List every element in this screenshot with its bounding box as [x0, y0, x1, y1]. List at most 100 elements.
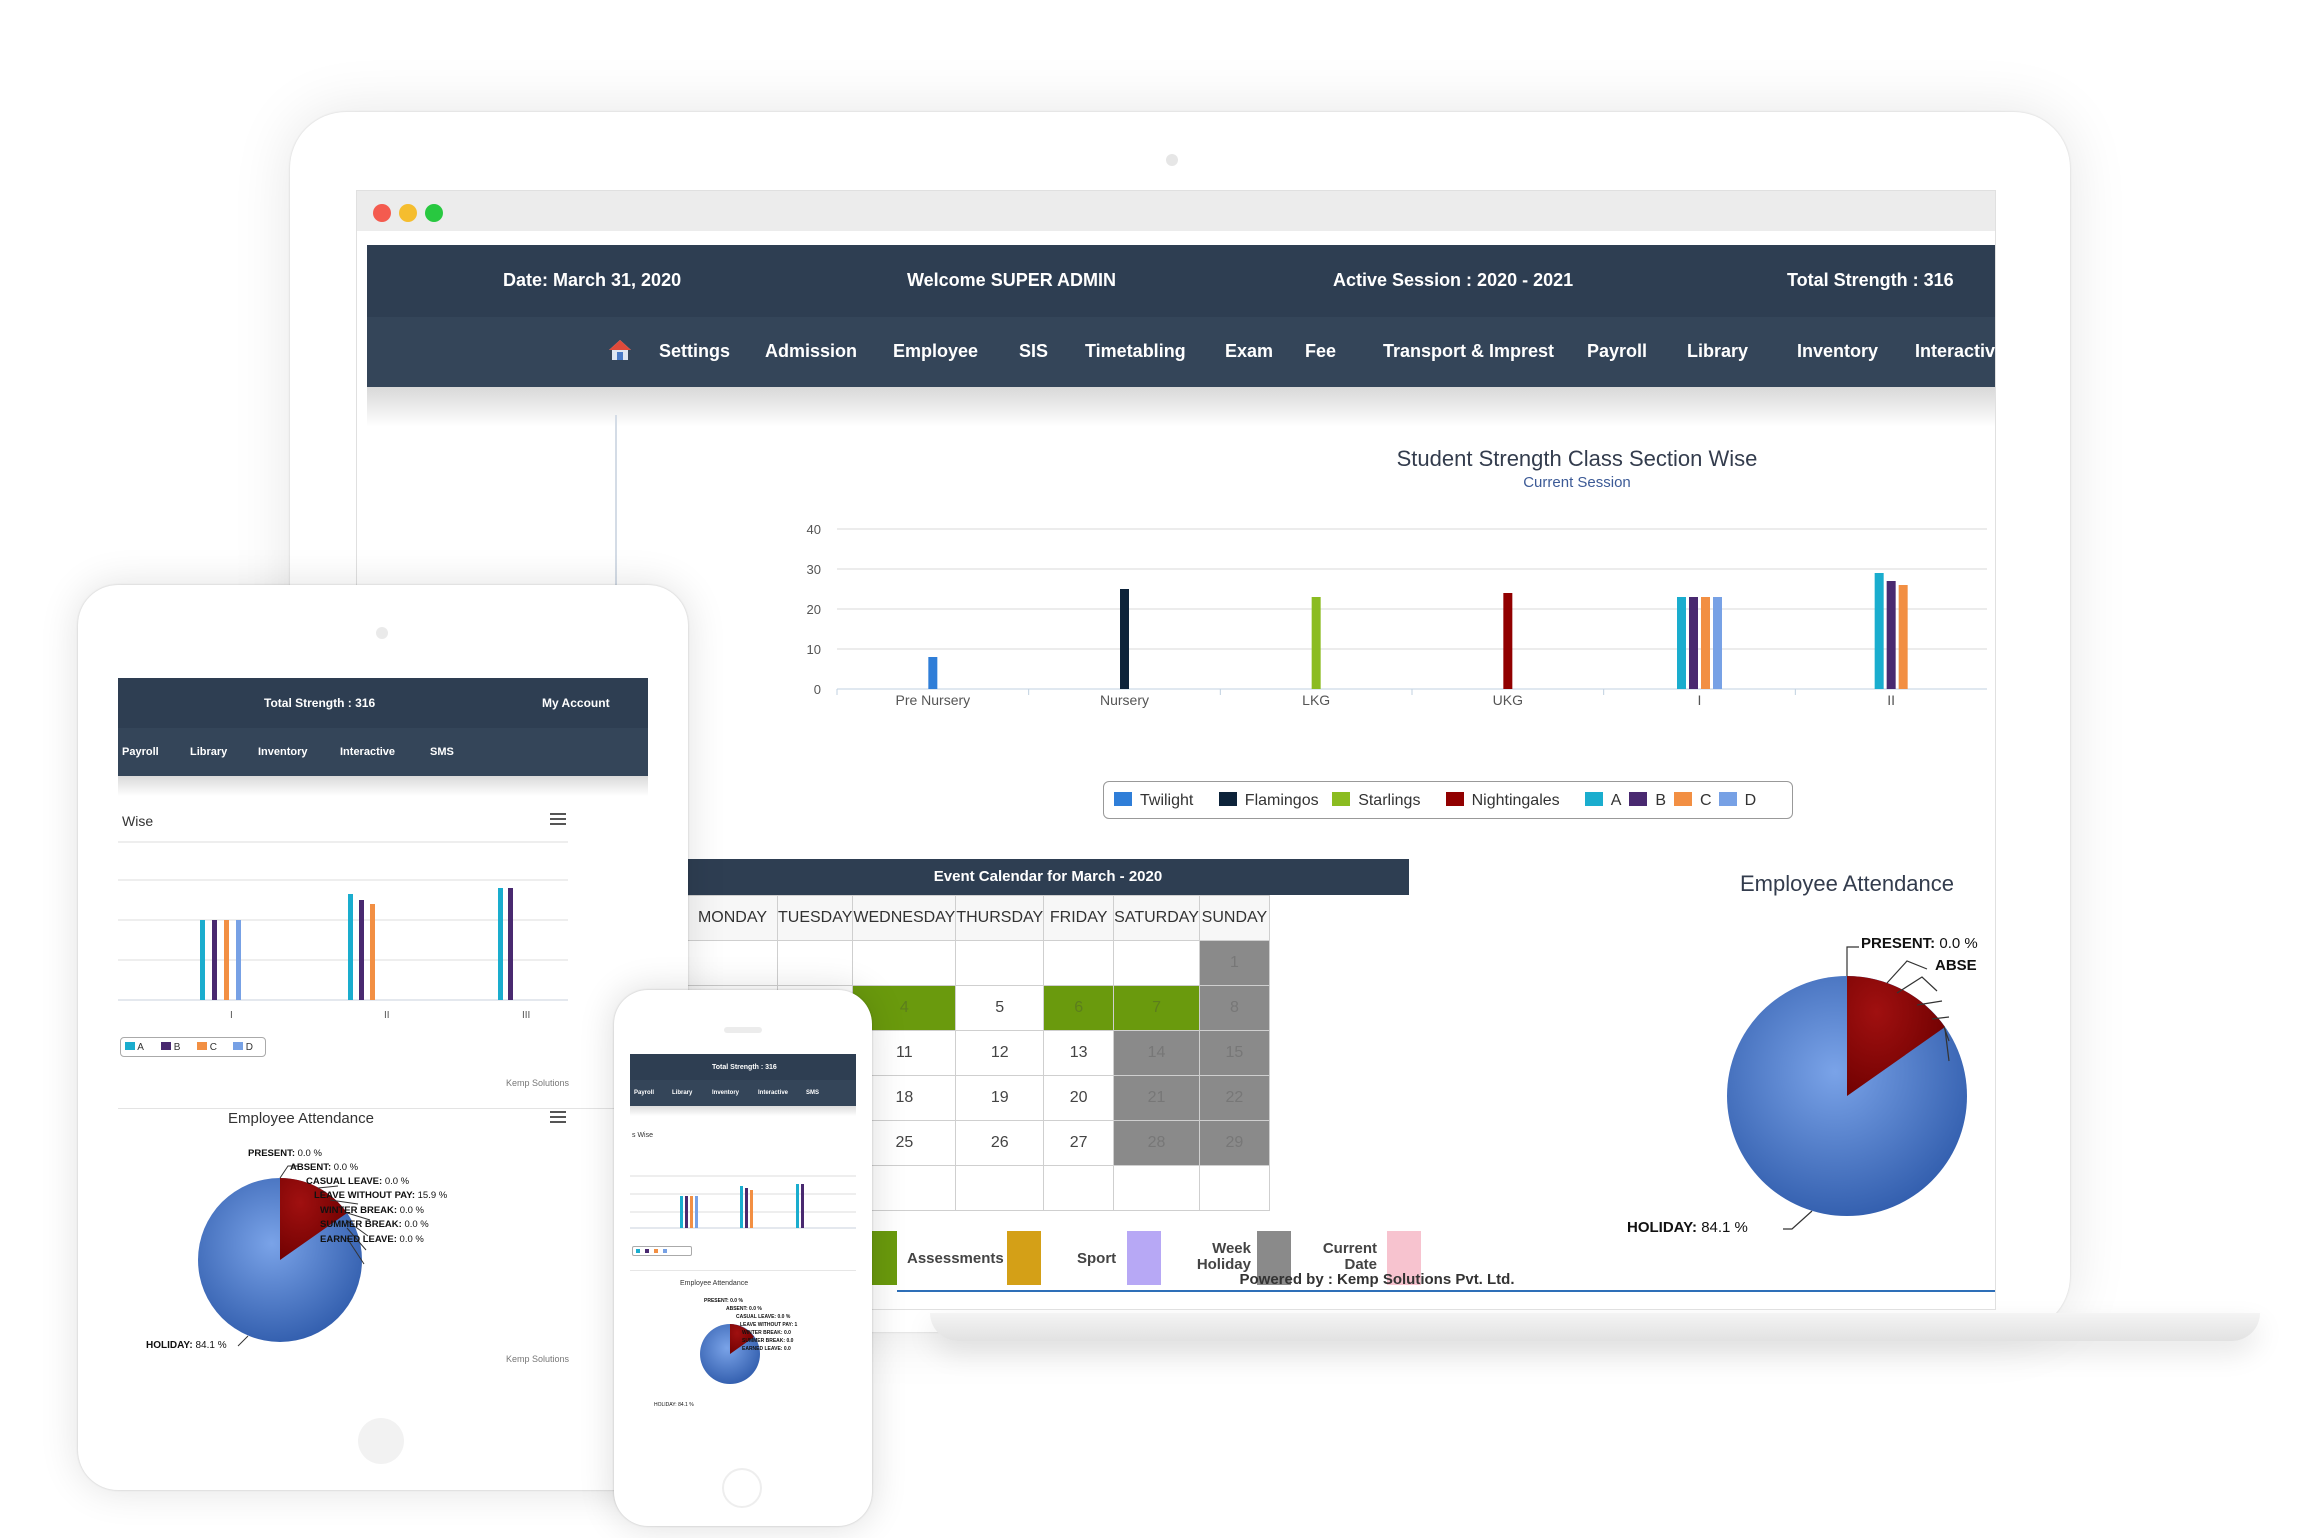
nav-transport[interactable]: Transport & Imprest: [1383, 341, 1555, 361]
phone-nav-payroll[interactable]: Payroll: [634, 1090, 655, 1096]
bar-b[interactable]: [1689, 597, 1698, 689]
legend-item-d[interactable]: D: [1718, 792, 1756, 810]
calendar-day-cell[interactable]: 12: [955, 1030, 1045, 1076]
bar-c[interactable]: [1898, 585, 1908, 689]
calendar-day-cell: [955, 940, 1045, 986]
tablet-chart-title: Wise: [122, 813, 154, 829]
tablet-x-label: II: [384, 1010, 390, 1021]
phone-screen: Total Strength : 316 Payroll Library Inv…: [630, 1054, 856, 1454]
nav-timetabling[interactable]: Timetabling: [1085, 341, 1186, 361]
phone-header: Total Strength : 316: [630, 1054, 856, 1080]
pie-connector-lines: [1783, 946, 1950, 1230]
calendar-day-cell[interactable]: 20: [1043, 1075, 1115, 1121]
header-session[interactable]: Active Session : 2020 - 2021: [1333, 270, 1574, 290]
phone-nav-inventory[interactable]: Inventory: [712, 1090, 740, 1096]
x-tick-label: UKG: [1493, 692, 1523, 708]
calendar-day-cell[interactable]: 7: [1113, 985, 1200, 1031]
calendar-day-cell: [776, 940, 854, 986]
nav-settings[interactable]: Settings: [659, 341, 731, 361]
tablet-frame: Total Strength : 316 My Account Payroll …: [78, 585, 688, 1490]
bar-c[interactable]: [1701, 597, 1710, 689]
tablet-home-button[interactable]: [358, 1418, 404, 1464]
tablet-account[interactable]: My Account: [542, 696, 610, 710]
legend-item-a[interactable]: A: [1584, 792, 1621, 810]
calendar-day-cell[interactable]: 22: [1198, 1075, 1270, 1121]
calendar-day-cell[interactable]: 8: [1198, 985, 1270, 1031]
phone-home-button[interactable]: [722, 1468, 762, 1508]
calendar-day-cell: [1043, 1165, 1115, 1211]
phone-emp-title: Employee Attendance: [680, 1280, 749, 1287]
calendar-day-cell[interactable]: 1: [1198, 940, 1270, 986]
bar-b[interactable]: [1886, 581, 1896, 689]
nav-sis[interactable]: SIS: [1019, 341, 1049, 361]
legend-item-b[interactable]: B: [1629, 792, 1666, 810]
legend-item-c[interactable]: C: [1674, 792, 1712, 810]
nav-interactive[interactable]: Interactive: [1915, 341, 1996, 361]
phone-chart-title: s Wise: [632, 1132, 653, 1139]
legend-item-twilight[interactable]: Twilight: [1114, 792, 1193, 810]
calendar-day-cell: [687, 940, 778, 986]
phone-pie-label: CASUAL LEAVE: 0.0 %: [736, 1314, 791, 1320]
chart-subtitle: Current Session: [1523, 474, 1631, 491]
key-assessments: Assessments: [907, 1250, 1004, 1267]
maximize-window-button[interactable]: [425, 204, 443, 222]
tablet-chart-legend: A B C D: [120, 1037, 266, 1057]
phone-nav-library[interactable]: Library: [672, 1090, 693, 1096]
tablet-pie-chart: [198, 1165, 371, 1347]
header-welcome: Welcome SUPER ADMIN: [907, 270, 1117, 290]
nav-payroll[interactable]: Payroll: [1587, 341, 1648, 361]
tablet-nav-library[interactable]: Library: [190, 746, 228, 758]
calendar-day-cell[interactable]: 14: [1113, 1030, 1200, 1076]
legend-item-starlings[interactable]: Starlings: [1332, 792, 1420, 810]
header-strength: Total Strength : 316: [1787, 270, 1954, 290]
nav-employee[interactable]: Employee: [893, 341, 979, 361]
current-date-swatch: [1387, 1231, 1421, 1285]
calendar-day-cell[interactable]: 19: [955, 1075, 1045, 1121]
bar-nightingales[interactable]: [1503, 593, 1513, 689]
nav-admission[interactable]: Admission: [765, 341, 858, 361]
tablet-header: Total Strength : 316 My Account: [118, 678, 648, 728]
bar-d[interactable]: [1713, 597, 1722, 689]
nav-exam[interactable]: Exam: [1225, 341, 1274, 361]
calendar-day-cell[interactable]: 13: [1043, 1030, 1115, 1076]
browser-titlebar: [357, 191, 1995, 231]
calendar-day-cell[interactable]: 5: [955, 985, 1045, 1031]
calendar-day-cell: [852, 940, 957, 986]
bar-a[interactable]: [1677, 597, 1686, 689]
header-date: Date: March 31, 2020: [503, 270, 682, 290]
nav-fee[interactable]: Fee: [1305, 341, 1337, 361]
calendar-day-cell[interactable]: 6: [1043, 985, 1115, 1031]
employee-attendance-pie: [1727, 946, 1967, 1230]
tablet-chart-menu-icon[interactable]: [550, 813, 566, 825]
tablet-nav-payroll[interactable]: Payroll: [122, 746, 159, 758]
close-window-button[interactable]: [373, 204, 391, 222]
legend-item-flamingos[interactable]: Flamingos: [1218, 792, 1319, 810]
tablet-nav-sms[interactable]: SMS: [430, 746, 454, 758]
legend-item-nightingales[interactable]: Nightingales: [1445, 792, 1560, 810]
nav-inventory[interactable]: Inventory: [1797, 341, 1879, 361]
pie-slice-leave-without-pay[interactable]: [1847, 976, 1945, 1096]
minimize-window-button[interactable]: [399, 204, 417, 222]
calendar-day-cell[interactable]: 21: [1113, 1075, 1200, 1121]
tablet-nav-interactive[interactable]: Interactive: [340, 746, 396, 758]
laptop-base: [930, 1313, 2260, 1341]
home-icon[interactable]: [607, 337, 633, 363]
bar-twilight[interactable]: [928, 657, 938, 689]
x-tick-label: II: [1887, 692, 1895, 708]
bar-a[interactable]: [1874, 573, 1884, 689]
nav-library[interactable]: Library: [1687, 341, 1749, 361]
tablet-pie-label-holiday: HOLIDAY: 84.1 %: [146, 1340, 227, 1351]
event-key-swatch: [867, 1231, 897, 1285]
calendar-day-cell[interactable]: 26: [955, 1120, 1045, 1166]
calendar-day-cell[interactable]: 28: [1113, 1120, 1200, 1166]
bar-flamingos[interactable]: [1120, 589, 1129, 689]
y-tick-label: 10: [807, 642, 821, 657]
tablet-nav-inventory[interactable]: Inventory: [258, 746, 308, 758]
bar-starlings[interactable]: [1311, 597, 1321, 689]
phone-nav-interactive[interactable]: Interactive: [758, 1090, 789, 1096]
calendar-day-cell[interactable]: 15: [1198, 1030, 1270, 1076]
calendar-day-cell[interactable]: 27: [1043, 1120, 1115, 1166]
tablet-pie-menu-icon[interactable]: [550, 1111, 566, 1123]
phone-nav-sms[interactable]: SMS: [806, 1090, 820, 1096]
calendar-day-cell[interactable]: 29: [1198, 1120, 1270, 1166]
